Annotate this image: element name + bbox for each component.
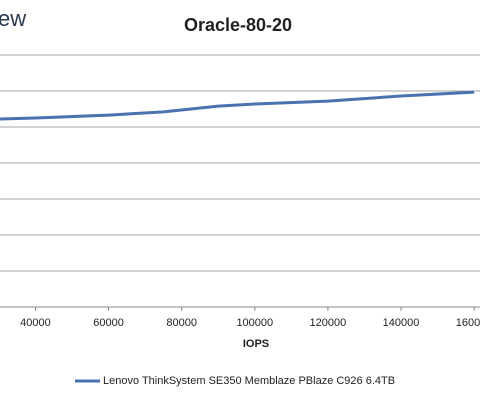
x-tick-label: 60000 <box>93 317 124 329</box>
x-tick-label: 40000 <box>20 317 51 329</box>
x-tick-label: 120000 <box>310 317 347 329</box>
x-tick-label: 100000 <box>236 317 273 329</box>
series-line <box>0 90 475 121</box>
x-axis-label: IOPS <box>243 338 269 350</box>
legend-label: Lenovo ThinkSystem SE350 Memblaze PBlaze… <box>103 375 395 387</box>
logo-text: ew <box>0 6 26 31</box>
x-tick-label: 140000 <box>383 317 420 329</box>
x-tick-label: 160000 <box>456 317 480 329</box>
chart-title: Oracle-80-20 <box>184 15 292 35</box>
x-tick-label: 80000 <box>166 317 197 329</box>
